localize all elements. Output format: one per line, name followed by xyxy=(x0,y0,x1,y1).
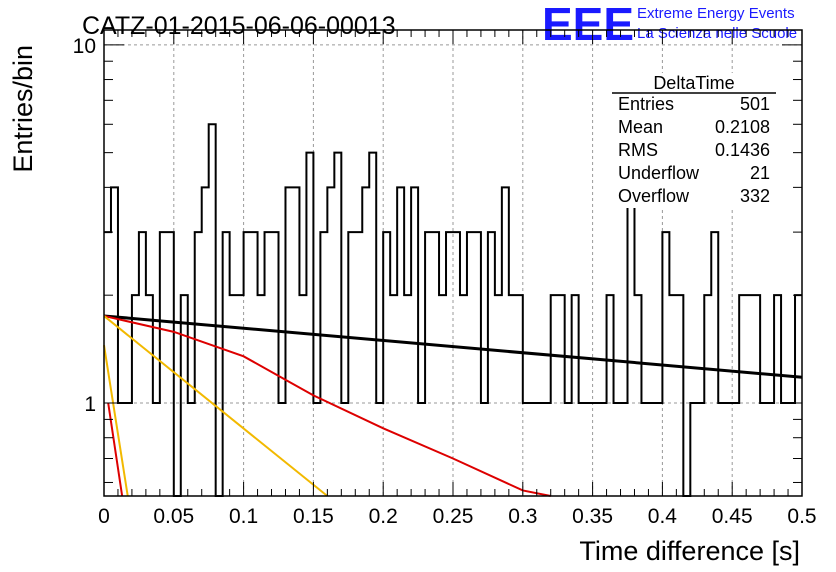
x-tick-label: 0.45 xyxy=(712,505,753,528)
y-tick-label: 10 xyxy=(73,35,96,58)
stats-value: 0.1436 xyxy=(715,140,770,160)
x-tick-label: 0.15 xyxy=(293,505,334,528)
x-tick-label: 0.25 xyxy=(433,505,474,528)
y-tick-label: 1 xyxy=(84,393,96,416)
stats-label: Mean xyxy=(618,117,663,137)
stats-rows: Entries 501 Mean 0.2108 RMS 0.1436 Underflow 21… xyxy=(618,94,770,206)
chart-title: CATZ-01-2015-06-06-00013 xyxy=(82,12,396,40)
stats-value: 21 xyxy=(750,163,770,183)
x-tick-label: 0.5 xyxy=(787,505,816,528)
stats-box-bg xyxy=(612,73,776,208)
axes: 0 0.05 0.1 0.15 0.2 0.25 0.3 0.35 0.4 0.45 0.5 1 10 xyxy=(73,29,817,528)
stats-label: Overflow xyxy=(618,186,690,206)
fit-line-yellow xyxy=(103,345,129,497)
y-axis-label: Entries/bin xyxy=(8,45,38,173)
fit-line-red xyxy=(107,402,124,497)
x-axis-label: Time difference [s] xyxy=(579,536,800,566)
stats-box: DeltaTime Entries 501 Mean 0.2108 RMS 0.1436 U… xyxy=(612,73,776,208)
x-tick-label: 0.4 xyxy=(648,505,678,528)
logo-text: EEE xyxy=(542,0,634,50)
eee-logo: EEE Extreme Energy Events La Scienza nel… xyxy=(542,0,797,50)
x-tick-label: 0.3 xyxy=(508,505,537,528)
stats-label: Entries xyxy=(618,94,674,114)
x-tick-label: 0.2 xyxy=(369,505,398,528)
stats-label: Underflow xyxy=(618,163,700,183)
histogram-outline xyxy=(104,123,802,497)
x-tick-label: 0.1 xyxy=(229,505,258,528)
x-tick-label: 0 xyxy=(98,505,110,528)
stats-value: 501 xyxy=(740,94,770,114)
logo-line-1: Extreme Energy Events xyxy=(637,5,795,22)
stats-box-name: DeltaTime xyxy=(653,73,734,93)
stats-value: 0.2108 xyxy=(715,117,770,137)
plot-marks xyxy=(103,123,803,497)
x-tick-label: 0.35 xyxy=(572,505,613,528)
fit-line-black xyxy=(103,314,803,379)
stats-label: RMS xyxy=(618,140,658,160)
stats-value: 332 xyxy=(740,186,770,206)
fit-line-red xyxy=(103,314,551,497)
logo-line-2: La Scienza nelle Scuole xyxy=(637,25,797,42)
fit-line-yellow xyxy=(103,315,328,497)
grid xyxy=(104,30,802,496)
x-tick-label: 0.05 xyxy=(153,505,194,528)
